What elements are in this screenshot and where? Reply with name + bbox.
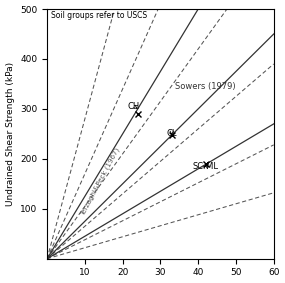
Text: CL: CL [166, 129, 177, 138]
Text: SC-ML: SC-ML [193, 162, 219, 171]
Y-axis label: Undrained Shear Strength (kPa): Undrained Shear Strength (kPa) [5, 62, 15, 206]
Text: Soil groups refer to USCS: Soil groups refer to USCS [51, 10, 147, 20]
Text: CH: CH [128, 102, 140, 111]
Text: Terzaghi&Peck (1967): Terzaghi&Peck (1967) [79, 146, 121, 216]
Text: Sowers (1979): Sowers (1979) [176, 82, 236, 91]
